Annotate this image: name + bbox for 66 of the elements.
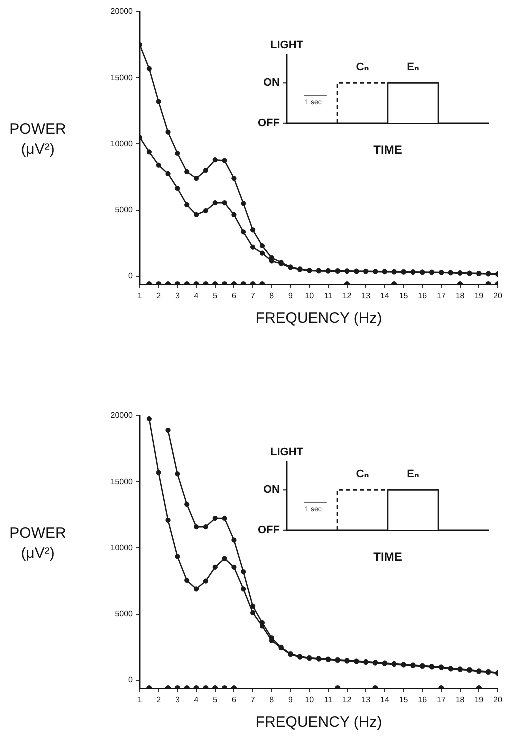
x-tick-label: 20 (494, 695, 503, 704)
y-tick-label: 5000 (115, 206, 134, 215)
series-label: Cₙ (356, 468, 370, 481)
x-tick-label: 1 (138, 291, 143, 300)
x-tick-label: 13 (362, 695, 372, 704)
y-axis-title: LIGHT (270, 446, 304, 459)
x-tick-label: 9 (288, 695, 294, 704)
y-axis-title: POWER (μV²) (10, 121, 66, 158)
x-tick-label: 6 (232, 291, 237, 300)
x-tick-label: 19 (474, 695, 484, 704)
x-tick-label: 2 (156, 695, 162, 704)
x-tick-label: 17 (437, 695, 446, 704)
x-axis-title: FREQUENCY (Hz) (256, 310, 382, 328)
x-tick-label: 7 (250, 291, 256, 300)
x-tick-label: 14 (380, 695, 390, 704)
y-tick-label: 20000 (110, 411, 134, 420)
y-tick-label: 0 (128, 676, 134, 685)
series-label: Eₙ (407, 468, 420, 481)
x-tick-label: 5 (213, 695, 218, 704)
x-tick-label: 10 (305, 291, 315, 300)
series-label: Eₙ (407, 62, 420, 74)
x-tick-label: 18 (456, 695, 466, 704)
y-axis-title: LIGHT (270, 40, 304, 52)
x-tick-label: 19 (474, 291, 484, 300)
x-tick-label: 15 (399, 291, 409, 300)
y-tick-label: 15000 (110, 477, 134, 486)
x-axis-title: TIME (374, 143, 402, 158)
x-tick-label: 14 (380, 291, 390, 300)
annotation: ON (264, 77, 280, 90)
x-tick-label: 11 (324, 695, 334, 704)
x-tick-label: 18 (456, 291, 466, 300)
y-tick-label: 20000 (110, 7, 134, 16)
annotation: OFF (258, 117, 280, 130)
x-tick-label: 5 (213, 291, 218, 300)
y-tick-label: 15000 (110, 73, 134, 82)
x-tick-label: 4 (194, 291, 200, 300)
x-tick-label: 8 (270, 695, 275, 704)
x-tick-label: 2 (156, 291, 162, 300)
x-tick-label: 13 (362, 291, 372, 300)
y-tick-label: 5000 (115, 610, 134, 619)
annotation: OFF (258, 524, 280, 536)
x-tick-label: 10 (305, 695, 315, 704)
annotation: ON (264, 484, 280, 496)
x-tick-label: 4 (194, 695, 200, 704)
x-tick-label: 12 (342, 291, 352, 300)
x-tick-label: 20 (494, 291, 503, 300)
x-tick-label: 8 (270, 291, 275, 300)
y-tick-label: 10000 (110, 543, 134, 552)
x-tick-label: 6 (232, 695, 237, 704)
x-tick-label: 11 (324, 291, 334, 300)
x-tick-label: 16 (418, 695, 428, 704)
series-label: Cₙ (356, 62, 370, 74)
y-tick-label: 0 (128, 272, 134, 281)
x-axis-title: TIME (374, 550, 402, 564)
y-tick-label: 10000 (110, 139, 134, 148)
x-tick-label: 9 (288, 291, 294, 300)
x-tick-label: 12 (342, 695, 352, 704)
x-tick-label: 7 (250, 695, 256, 704)
y-axis-title: POWER (μV²) (10, 525, 66, 562)
x-tick-label: 3 (175, 291, 180, 300)
x-tick-label: 3 (175, 695, 180, 704)
x-axis-title: FREQUENCY (Hz) (256, 714, 382, 732)
x-tick-label: 1 (138, 695, 143, 704)
x-tick-label: 15 (399, 695, 409, 704)
x-tick-label: 16 (418, 291, 428, 300)
x-tick-label: 17 (437, 291, 446, 300)
